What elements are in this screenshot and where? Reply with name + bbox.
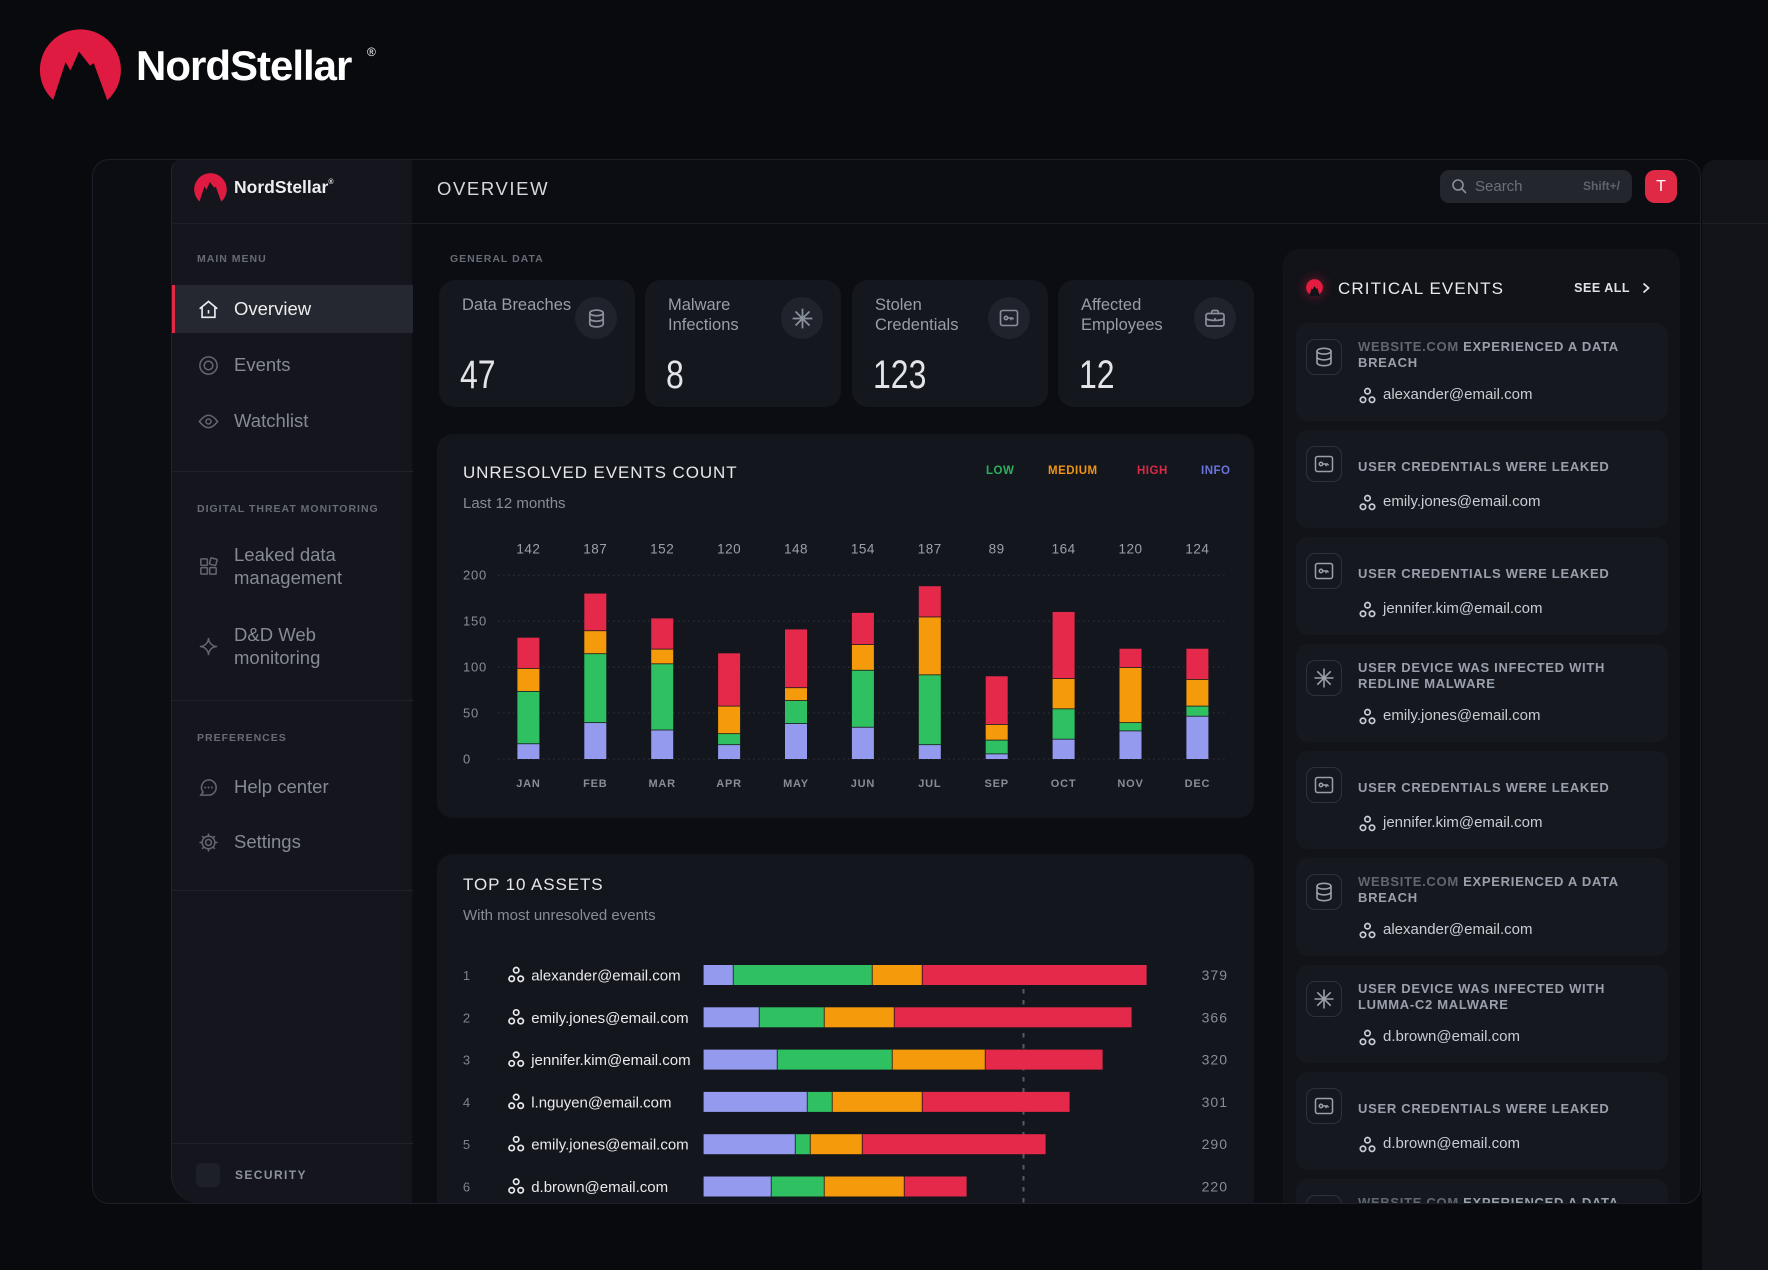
svg-text:JAN: JAN [516,778,540,790]
svg-text:164: 164 [1052,542,1076,557]
svg-text:alexander@email.com: alexander@email.com [531,968,680,985]
svg-text:124: 124 [1185,542,1209,557]
svg-text:d.brown@email.com: d.brown@email.com [531,1179,668,1196]
svg-text:290: 290 [1202,1136,1228,1152]
svg-text:JUL: JUL [918,778,941,790]
svg-text:MAR: MAR [648,778,675,790]
svg-text:JUN: JUN [851,778,875,790]
svg-text:6: 6 [463,1180,470,1195]
svg-text:4: 4 [463,1095,470,1110]
svg-text:jennifer.kim@email.com: jennifer.kim@email.com [530,1052,690,1069]
svg-text:154: 154 [851,542,875,557]
svg-text:142: 142 [516,542,540,557]
svg-text:5: 5 [463,1137,470,1152]
svg-text:220: 220 [1202,1179,1228,1195]
svg-text:0: 0 [463,752,471,767]
svg-text:FEB: FEB [583,778,607,790]
svg-text:APR: APR [716,778,742,790]
svg-text:120: 120 [717,542,741,557]
svg-text:320: 320 [1202,1052,1228,1068]
svg-text:OCT: OCT [1051,778,1077,790]
svg-text:NOV: NOV [1117,778,1143,790]
svg-text:187: 187 [918,542,942,557]
svg-text:1: 1 [463,968,470,983]
svg-text:148: 148 [784,542,808,557]
svg-text:MAY: MAY [783,778,809,790]
svg-text:emily.jones@email.com: emily.jones@email.com [531,1010,689,1027]
svg-text:120: 120 [1118,542,1142,557]
svg-text:SEP: SEP [984,778,1008,790]
svg-text:3: 3 [463,1053,470,1068]
svg-text:200: 200 [463,568,487,583]
svg-text:366: 366 [1202,1009,1228,1025]
svg-text:100: 100 [463,660,487,675]
svg-text:150: 150 [463,614,487,629]
svg-text:301: 301 [1202,1094,1228,1110]
svg-text:379: 379 [1202,967,1228,983]
svg-text:89: 89 [989,542,1005,557]
svg-text:DEC: DEC [1185,778,1211,790]
svg-text:187: 187 [583,542,607,557]
svg-text:2: 2 [463,1010,470,1025]
svg-text:50: 50 [463,706,479,721]
svg-text:l.nguyen@email.com: l.nguyen@email.com [531,1094,671,1111]
svg-text:emily.jones@email.com: emily.jones@email.com [531,1137,689,1154]
svg-text:152: 152 [650,542,674,557]
